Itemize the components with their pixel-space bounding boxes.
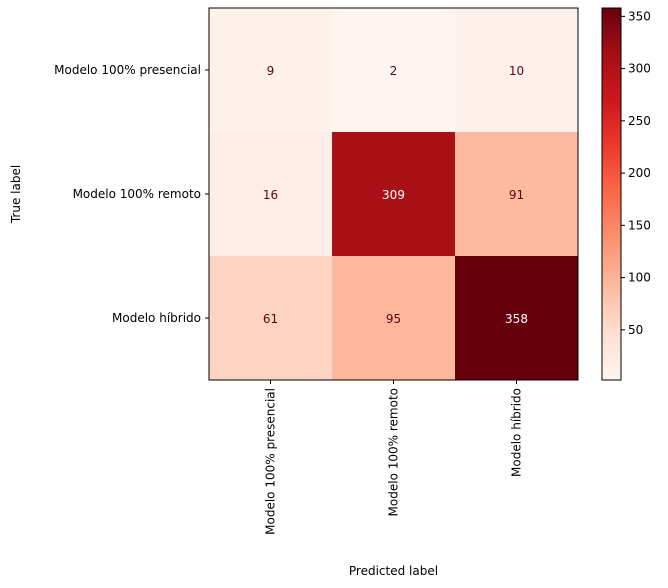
x-tick-label: Modelo 100% remoto xyxy=(387,388,401,516)
cell-value-label: 309 xyxy=(382,188,405,202)
heatmap-cell xyxy=(332,256,456,381)
heatmap-cell xyxy=(455,256,579,381)
cell-value-label: 2 xyxy=(390,64,398,78)
colorbar-tick-label: 150 xyxy=(628,218,651,232)
colorbar-tick-label: 100 xyxy=(628,271,651,285)
heatmap-cell xyxy=(209,8,333,133)
cell-value-label: 358 xyxy=(505,312,528,326)
x-tick-label: Modelo 100% presencial xyxy=(264,388,278,535)
cell-value-label: 91 xyxy=(509,188,524,202)
heatmap-cell xyxy=(332,8,456,133)
heatmap-cell xyxy=(332,132,456,257)
y-tick-label: Modelo 100% remoto xyxy=(73,187,201,201)
colorbar-tick-label: 250 xyxy=(628,114,651,128)
cell-value-label: 61 xyxy=(263,312,278,326)
x-axis-ticks: Modelo 100% presencial Modelo 100% remoto… xyxy=(264,380,524,535)
heatmap-cell xyxy=(455,132,579,257)
y-tick-label: Modelo 100% presencial xyxy=(54,63,201,77)
y-axis-label: True label xyxy=(9,165,23,224)
heatmap-cell xyxy=(209,132,333,257)
colorbar xyxy=(601,7,622,381)
cell-value-label: 95 xyxy=(386,312,401,326)
cell-value-label: 16 xyxy=(263,188,278,202)
heatmap-cell xyxy=(455,8,579,133)
cell-value-label: 9 xyxy=(267,64,275,78)
heatmap-cell xyxy=(209,256,333,381)
y-axis-ticks: Modelo 100% presencial Modelo 100% remoto… xyxy=(54,63,209,325)
colorbar-tick-label: 350 xyxy=(628,9,651,23)
x-tick-label: Modelo híbrido xyxy=(510,388,524,477)
colorbar-tick-label: 200 xyxy=(628,166,651,180)
colorbar-ticks: 50 100 150 200 250 300 350 xyxy=(621,9,651,337)
colorbar-tick-label: 50 xyxy=(628,323,643,337)
x-axis-label: Predicted label xyxy=(349,564,438,578)
cell-value-label: 10 xyxy=(509,64,524,78)
y-tick-label: Modelo híbrido xyxy=(112,311,201,325)
heatmap-cells: 9 2 10 16 309 91 61 95 358 xyxy=(209,8,579,381)
colorbar-tick-label: 300 xyxy=(628,62,651,76)
